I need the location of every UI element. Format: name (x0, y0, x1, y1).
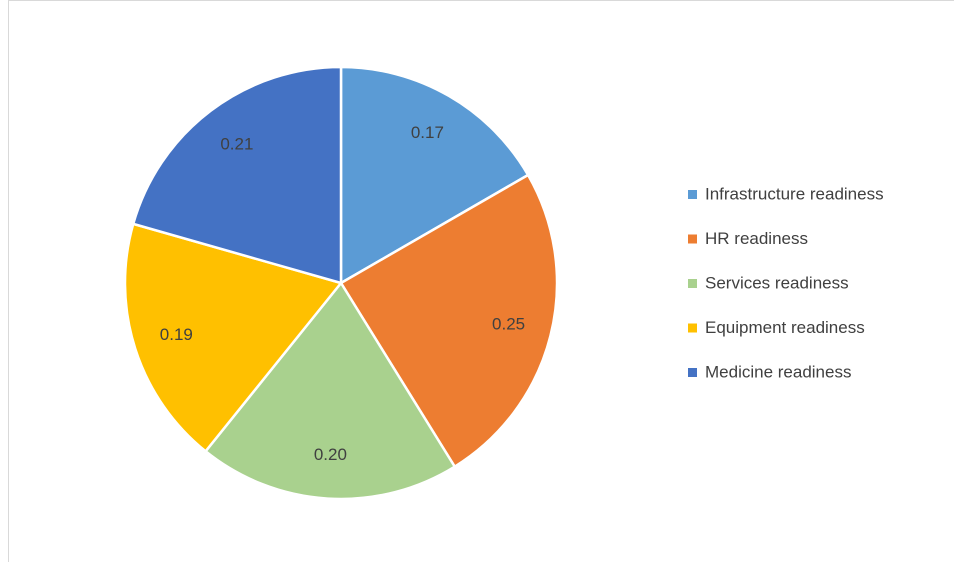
data-label: 0.19 (160, 325, 193, 344)
data-label: 0.21 (220, 135, 253, 154)
data-label: 0.17 (411, 123, 444, 142)
pie-slice (123, 222, 344, 454)
data-label: 0.25 (492, 315, 525, 334)
legend-swatch (688, 323, 697, 333)
legend-label: Medicine readiness (705, 362, 851, 381)
legend-swatch (688, 234, 697, 244)
legend-label: Equipment readiness (705, 318, 865, 337)
legend-swatch (688, 368, 697, 377)
legend-swatch (688, 190, 697, 199)
pie-slice (339, 65, 530, 286)
legend-swatch (688, 279, 697, 288)
pie-slice (203, 280, 457, 501)
data-label: 0.20 (314, 445, 347, 464)
pie-slice (339, 173, 559, 469)
legend-label: Services readiness (705, 273, 849, 292)
legend-label: Infrastructure readiness (705, 184, 884, 203)
pie-slice (131, 65, 343, 285)
legend-label: HR readiness (705, 229, 808, 248)
